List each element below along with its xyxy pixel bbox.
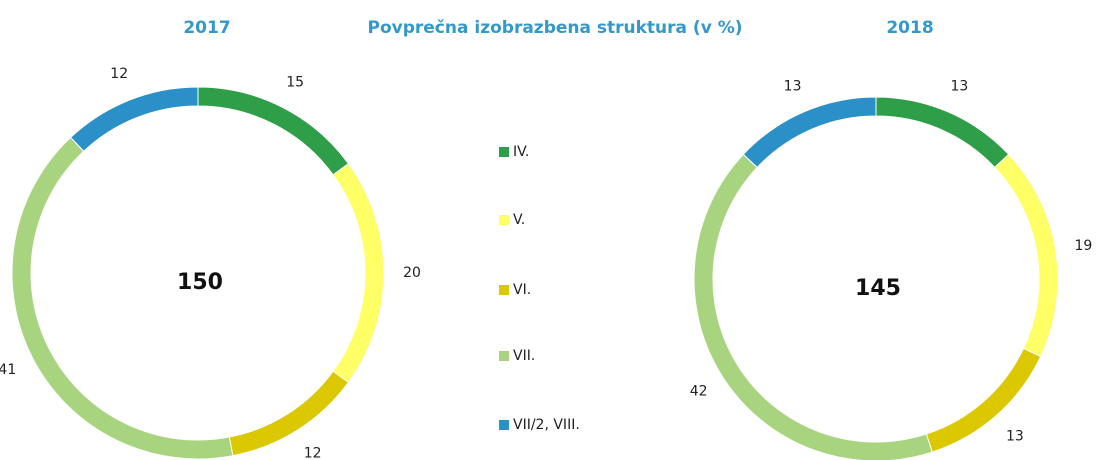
donut-segment <box>69 86 199 152</box>
legend-label: V. <box>513 212 525 228</box>
donut-segment <box>332 162 385 384</box>
legend-label: IV. <box>513 144 529 160</box>
donut-segment <box>197 86 350 176</box>
data-label: 13 <box>784 78 802 94</box>
legend-swatch <box>499 351 509 361</box>
legend-swatch <box>499 215 509 225</box>
donut-segment <box>11 136 234 460</box>
pie-title: 2017 <box>183 18 230 38</box>
data-label: 12 <box>304 446 322 460</box>
legend-label: VI. <box>513 282 531 298</box>
data-label: 41 <box>0 362 16 378</box>
data-label: 13 <box>950 78 968 94</box>
center-label: 150 <box>177 270 223 295</box>
chart-title: Povprečna izobrazbena struktura (v %) <box>368 18 743 38</box>
data-label: 15 <box>286 74 304 90</box>
donut-segment <box>875 96 1010 169</box>
center-label: 145 <box>855 276 901 301</box>
data-label: 12 <box>110 66 128 82</box>
legend-swatch <box>499 285 509 295</box>
donut-segment <box>693 153 933 460</box>
donut-segment <box>994 153 1059 358</box>
data-label: 42 <box>690 384 708 400</box>
legend-label: VII. <box>513 348 535 364</box>
legend-swatch <box>499 147 509 157</box>
donut-segment <box>228 370 350 457</box>
pie-title: 2018 <box>886 18 933 38</box>
legend-swatch <box>499 420 509 430</box>
legend-label: VII/2, VIII. <box>513 417 580 433</box>
donut-segment <box>742 96 877 169</box>
data-label: 19 <box>1075 238 1093 254</box>
data-label: 20 <box>403 265 421 281</box>
data-label: 13 <box>1006 429 1024 445</box>
